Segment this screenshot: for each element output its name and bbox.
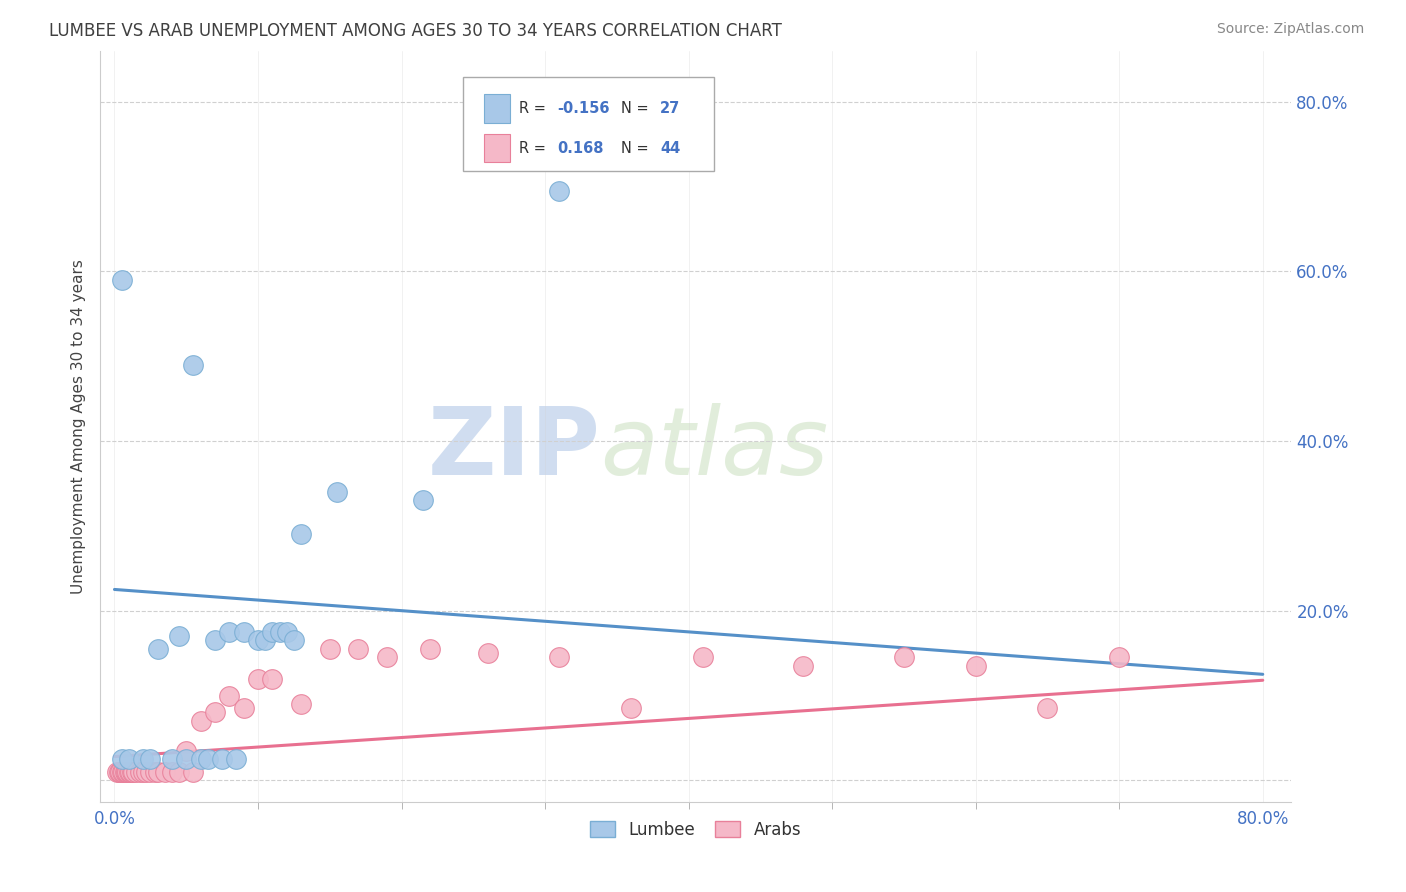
Point bbox=[477, 646, 499, 660]
Point bbox=[218, 689, 240, 703]
Text: R =: R = bbox=[519, 101, 551, 116]
Point bbox=[692, 650, 714, 665]
FancyBboxPatch shape bbox=[464, 77, 714, 171]
Point bbox=[105, 764, 128, 779]
Point bbox=[319, 641, 342, 656]
Point bbox=[412, 493, 434, 508]
Point bbox=[139, 752, 162, 766]
Bar bbox=[484, 94, 510, 122]
Point bbox=[120, 764, 142, 779]
Point bbox=[211, 752, 233, 766]
Point bbox=[121, 764, 143, 779]
Text: ZIP: ZIP bbox=[427, 402, 600, 495]
Point bbox=[347, 641, 370, 656]
Point bbox=[247, 672, 270, 686]
Point bbox=[204, 706, 226, 720]
Point bbox=[183, 764, 205, 779]
Text: N =: N = bbox=[620, 141, 652, 155]
Point bbox=[111, 752, 134, 766]
Point bbox=[111, 273, 134, 287]
Text: LUMBEE VS ARAB UNEMPLOYMENT AMONG AGES 30 TO 34 YEARS CORRELATION CHART: LUMBEE VS ARAB UNEMPLOYMENT AMONG AGES 3… bbox=[49, 22, 782, 40]
Text: -0.156: -0.156 bbox=[558, 101, 610, 116]
Point bbox=[174, 744, 197, 758]
Point bbox=[965, 658, 987, 673]
Text: R =: R = bbox=[519, 141, 551, 155]
Legend: Lumbee, Arabs: Lumbee, Arabs bbox=[583, 814, 808, 846]
Point bbox=[135, 764, 157, 779]
Point bbox=[117, 764, 139, 779]
Point bbox=[160, 752, 183, 766]
Point bbox=[792, 658, 814, 673]
Point bbox=[893, 650, 915, 665]
Point bbox=[620, 701, 643, 715]
Point bbox=[183, 358, 205, 372]
Point bbox=[132, 764, 155, 779]
Point bbox=[115, 764, 138, 779]
Point bbox=[114, 764, 136, 779]
Text: N =: N = bbox=[620, 101, 652, 116]
Point bbox=[326, 484, 349, 499]
Point bbox=[167, 629, 190, 643]
Text: 27: 27 bbox=[659, 101, 681, 116]
Point bbox=[548, 650, 571, 665]
Point bbox=[111, 764, 134, 779]
Point bbox=[232, 701, 254, 715]
Point bbox=[118, 764, 141, 779]
Point bbox=[375, 650, 398, 665]
Point bbox=[160, 764, 183, 779]
Bar bbox=[484, 134, 510, 162]
Text: atlas: atlas bbox=[600, 403, 828, 494]
Point bbox=[247, 633, 270, 648]
Point bbox=[143, 764, 166, 779]
Point bbox=[225, 752, 247, 766]
Point bbox=[153, 764, 176, 779]
Point bbox=[269, 624, 291, 639]
Point bbox=[107, 764, 129, 779]
Point bbox=[232, 624, 254, 639]
Point bbox=[112, 764, 135, 779]
Point bbox=[262, 672, 284, 686]
Point bbox=[283, 633, 305, 648]
Text: Source: ZipAtlas.com: Source: ZipAtlas.com bbox=[1216, 22, 1364, 37]
Point bbox=[167, 764, 190, 779]
Point bbox=[262, 624, 284, 639]
Point bbox=[125, 764, 148, 779]
Point bbox=[146, 641, 169, 656]
Point bbox=[146, 764, 169, 779]
Point bbox=[548, 184, 571, 198]
Point bbox=[122, 764, 145, 779]
Point bbox=[254, 633, 277, 648]
Point bbox=[419, 641, 441, 656]
Point bbox=[174, 752, 197, 766]
Point bbox=[1036, 701, 1059, 715]
Point bbox=[218, 624, 240, 639]
Point bbox=[290, 697, 312, 711]
Y-axis label: Unemployment Among Ages 30 to 34 years: Unemployment Among Ages 30 to 34 years bbox=[72, 259, 86, 593]
Point bbox=[132, 752, 155, 766]
Point bbox=[190, 714, 212, 728]
Text: 0.168: 0.168 bbox=[558, 141, 605, 155]
Point bbox=[139, 764, 162, 779]
Point bbox=[1108, 650, 1130, 665]
Point bbox=[197, 752, 219, 766]
Point bbox=[110, 764, 132, 779]
Text: 44: 44 bbox=[659, 141, 681, 155]
Point bbox=[290, 527, 312, 541]
Point bbox=[129, 764, 152, 779]
Point bbox=[118, 752, 141, 766]
Point bbox=[276, 624, 298, 639]
Point bbox=[190, 752, 212, 766]
Point bbox=[204, 633, 226, 648]
